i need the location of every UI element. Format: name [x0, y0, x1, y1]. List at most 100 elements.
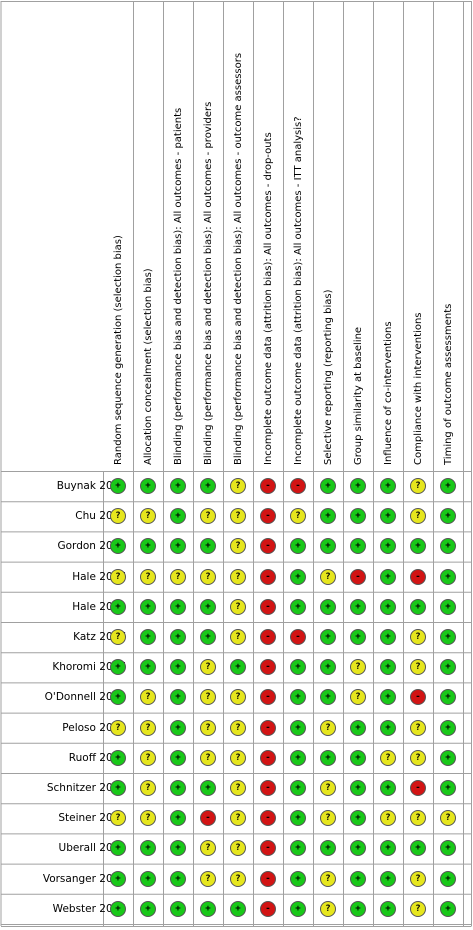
risk-cell: ?	[110, 810, 126, 827]
risk-cell: -	[260, 629, 276, 645]
risk-cell: +	[440, 840, 456, 857]
row-label: Vorsanger 2008	[42, 872, 126, 885]
risk-cell: +	[440, 508, 456, 525]
risk-cell: ?	[110, 568, 126, 585]
column-header: Random sequence generation (selection bi…	[113, 235, 124, 465]
risk-cell: +	[290, 568, 306, 585]
risk-cell: +	[440, 598, 456, 615]
row-label: Katz 2007	[73, 631, 126, 643]
risk-cell: -	[200, 810, 216, 827]
risk-cell: ?	[230, 629, 246, 645]
risk-cell: +	[140, 629, 156, 645]
risk-cell: +	[380, 870, 396, 887]
risk-cell: +	[290, 780, 306, 796]
risk-cell: -	[260, 749, 276, 766]
risk-cell: ?	[200, 719, 216, 736]
risk-cell: -	[350, 568, 366, 585]
risk-cell: +	[440, 749, 456, 766]
risk-cell: +	[380, 508, 396, 525]
column-header: Compliance with interventions	[413, 312, 424, 465]
risk-cell: -	[290, 629, 306, 645]
risk-cell: ?	[230, 568, 246, 585]
risk-cell: +	[320, 689, 336, 706]
column-header: Allocation concealment (selection bias)	[143, 268, 154, 465]
risk-cell: -	[260, 780, 276, 796]
row-label: Ruoff 2003	[68, 751, 126, 764]
risk-cell: +	[350, 870, 366, 887]
risk-cell: -	[410, 689, 426, 706]
risk-cell: ?	[410, 719, 426, 736]
risk-cell: +	[170, 478, 186, 494]
risk-cell: -	[410, 568, 426, 585]
risk-cell: +	[320, 598, 336, 615]
risk-cell: ?	[230, 840, 246, 857]
risk-cell: +	[320, 629, 336, 645]
risk-cell: -	[260, 508, 276, 525]
row-label: Webster 2006	[52, 902, 126, 915]
risk-cell: +	[440, 538, 456, 555]
risk-cell: ?	[230, 478, 246, 494]
risk-cell: +	[290, 689, 306, 706]
risk-cell: +	[170, 629, 186, 645]
risk-cell: ?	[410, 478, 426, 494]
risk-cell: ?	[320, 870, 336, 887]
risk-cell: +	[290, 749, 306, 766]
risk-cell: ?	[140, 508, 156, 525]
risk-cell: ?	[140, 719, 156, 736]
risk-cell: ?	[380, 749, 396, 766]
risk-cell: ?	[140, 810, 156, 827]
risk-cell: +	[170, 870, 186, 887]
risk-cell: +	[320, 749, 336, 766]
risk-cell: +	[290, 538, 306, 555]
risk-cell: +	[140, 659, 156, 676]
risk-cell: +	[140, 538, 156, 555]
risk-cell: +	[170, 749, 186, 766]
risk-cell: +	[440, 629, 456, 645]
risk-cell: ?	[410, 629, 426, 645]
risk-cell: +	[350, 508, 366, 525]
risk-cell: +	[110, 900, 126, 917]
risk-cell: ?	[320, 780, 336, 796]
risk-cell: +	[290, 900, 306, 917]
row-label: Peloso 2004	[62, 721, 126, 734]
risk-cell: +	[440, 780, 456, 796]
risk-cell: +	[170, 810, 186, 827]
risk-cell: +	[320, 840, 336, 857]
risk-cell: +	[320, 659, 336, 676]
risk-cell: +	[170, 900, 186, 917]
risk-cell: ?	[140, 749, 156, 766]
risk-cell: +	[350, 900, 366, 917]
risk-cell: +	[380, 568, 396, 585]
column-header: Timing of outcome assessments	[443, 303, 454, 465]
risk-cell: -	[260, 598, 276, 615]
risk-cell: -	[260, 689, 276, 706]
risk-cell: ?	[110, 508, 126, 525]
column-header: Selective reporting (reporting bias)	[323, 289, 334, 465]
risk-cell: ?	[380, 810, 396, 827]
risk-cell: +	[410, 538, 426, 555]
risk-cell: +	[350, 840, 366, 857]
risk-cell: +	[350, 598, 366, 615]
risk-cell: +	[380, 598, 396, 615]
row-label: Schnitzer 2000	[46, 782, 126, 794]
risk-cell: +	[290, 719, 306, 736]
risk-cell: +	[350, 780, 366, 796]
risk-cell: +	[200, 780, 216, 796]
risk-cell: +	[440, 870, 456, 887]
risk-cell: ?	[200, 508, 216, 525]
risk-cell: ?	[110, 719, 126, 736]
risk-cell: +	[320, 538, 336, 555]
row-label: Chu 2012	[75, 510, 126, 523]
risk-cell: ?	[230, 719, 246, 736]
risk-cell: ?	[200, 840, 216, 857]
row-label: Steiner 2011	[58, 812, 126, 825]
risk-cell: ?	[200, 568, 216, 585]
risk-cell: +	[290, 810, 306, 827]
row-label: Uberall 2012	[58, 842, 126, 855]
risk-cell: +	[110, 659, 126, 676]
risk-cell: ?	[230, 810, 246, 827]
row-label: Gordon 2010	[57, 540, 127, 553]
risk-cell: +	[110, 598, 126, 615]
